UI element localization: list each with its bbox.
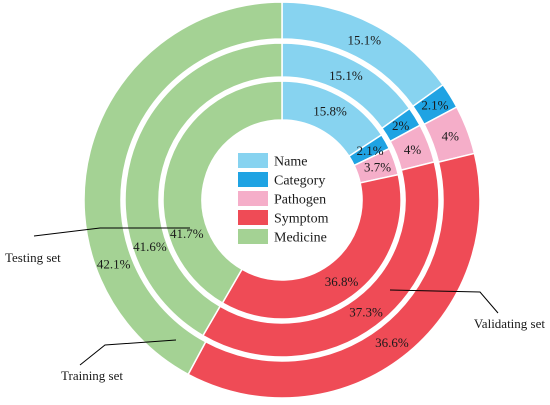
value-label-validating-set-pathogen: 4% (442, 129, 460, 144)
legend-swatch-name (238, 153, 268, 168)
callout-line-training-set (79, 339, 177, 366)
value-label-validating-set-symptom: 36.6% (375, 335, 409, 350)
value-label-testing-set-name: 15.1% (329, 68, 363, 83)
value-label-training-set-symptom: 36.8% (325, 274, 359, 289)
callout-line-validating-set (389, 289, 499, 314)
legend-label-symptom: Symptom (274, 212, 329, 227)
value-label-validating-set-name: 15.1% (348, 32, 382, 47)
slice-testing-set-medicine (124, 42, 283, 337)
slice-training-set-symptom (221, 173, 402, 320)
value-label-testing-set-pathogen: 4% (404, 142, 422, 157)
value-label-training-set-medicine: 41.7% (170, 226, 204, 241)
ring-callouts: Training set Testing set Validating set (5, 227, 546, 383)
callout-label-training-set: Training set (61, 368, 123, 383)
callout-label-testing-set: Testing set (5, 250, 61, 265)
legend-label-medicine: Medicine (274, 231, 327, 246)
value-label-testing-set-medicine: 41.6% (133, 239, 167, 254)
value-label-training-set-pathogen: 3.7% (364, 160, 391, 175)
legend-swatch-category (238, 172, 268, 187)
donut-rings (83, 1, 481, 399)
slice-validating-set-medicine (83, 1, 283, 376)
slice-training-set-medicine (162, 80, 283, 305)
value-label-training-set-name: 15.8% (313, 104, 347, 119)
legend-label-pathogen: Pathogen (274, 193, 326, 208)
legend: Name Category Pathogen Symptom Medicine (238, 153, 329, 246)
callout-label-validating-set: Validating set (474, 316, 546, 331)
legend-swatch-medicine (238, 229, 268, 244)
legend-label-name: Name (274, 155, 307, 170)
value-label-testing-set-category: 2% (392, 118, 410, 133)
value-label-validating-set-category: 2.1% (421, 98, 448, 113)
legend-swatch-symptom (238, 210, 268, 225)
value-label-training-set-category: 2.1% (356, 143, 383, 158)
value-label-testing-set-symptom: 37.3% (349, 304, 383, 319)
callout-line-testing-set (33, 227, 190, 237)
legend-swatch-pathogen (238, 191, 268, 206)
slice-value-labels: 15.8% 2.1% 3.7% 36.8% 41.7% 15.1% 2% 4% 37.3% 41.… (97, 32, 459, 350)
value-label-validating-set-medicine: 42.1% (97, 256, 131, 271)
legend-label-category: Category (274, 174, 325, 189)
